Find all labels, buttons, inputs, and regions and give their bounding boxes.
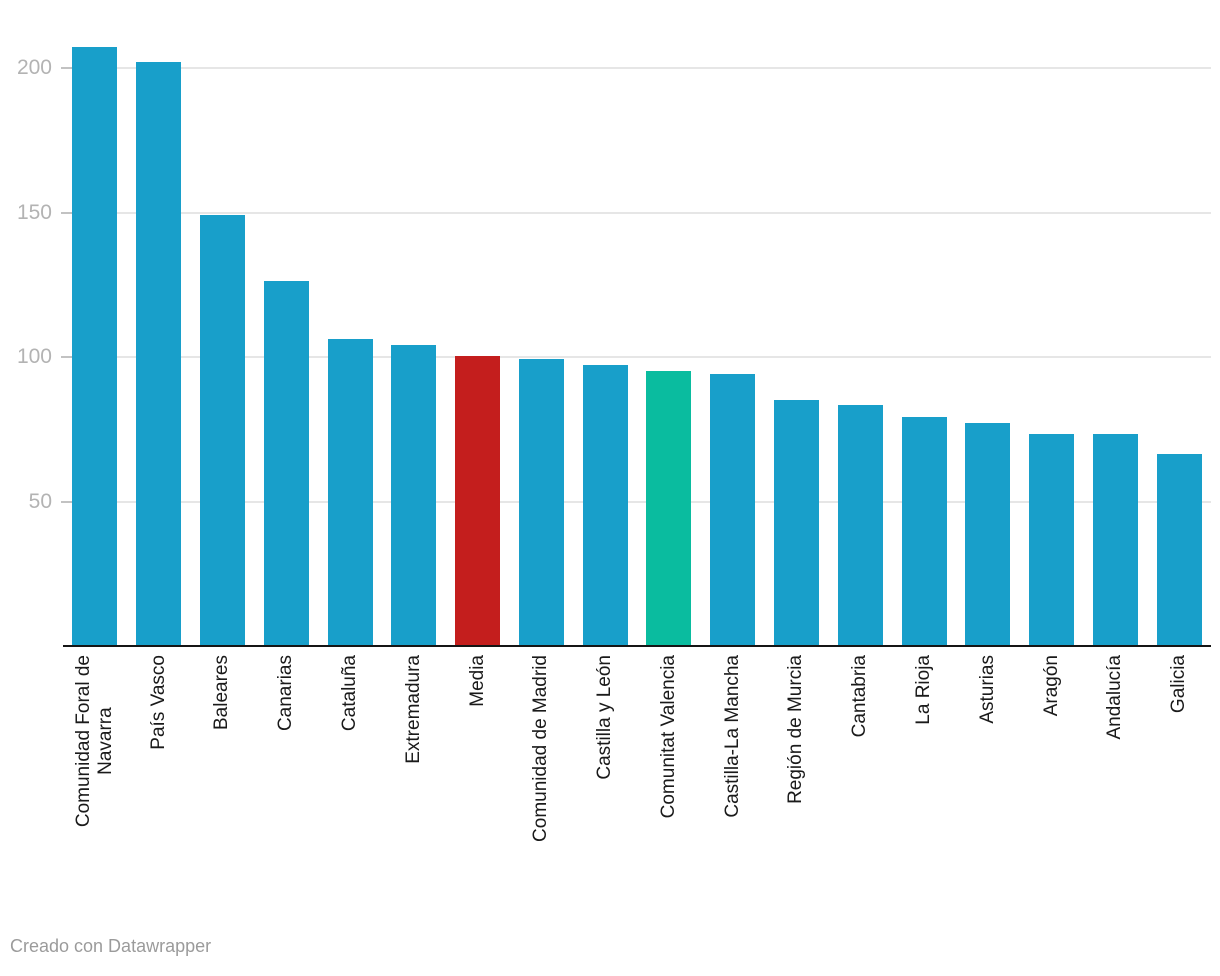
gridline — [63, 500, 1211, 503]
bars-row — [63, 35, 1211, 645]
x-label-slot: Canarias — [254, 655, 318, 925]
x-axis-label: Comunitat Valencia — [657, 655, 679, 819]
x-label-slot: Media — [446, 655, 510, 925]
x-label-slot: Cantabria — [828, 655, 892, 925]
bar-slot — [254, 35, 318, 645]
x-axis-label: Andalucía — [1104, 655, 1126, 740]
x-label-slot: Extremadura — [382, 655, 446, 925]
y-tick-label: 50 — [28, 489, 52, 513]
bar-slot — [1084, 35, 1148, 645]
bar — [965, 423, 1011, 645]
x-axis-line — [63, 645, 1211, 647]
x-label-slot: País Vasco — [127, 655, 191, 925]
x-label-slot: Comunidad de Madrid — [509, 655, 573, 925]
x-label-slot: Asturias — [956, 655, 1020, 925]
x-axis-label: Cantabria — [849, 655, 871, 738]
x-axis-label: Cataluña — [339, 655, 361, 732]
bar — [327, 339, 373, 645]
bar-slot — [828, 35, 892, 645]
x-axis-label: Extremadura — [402, 655, 424, 764]
bar — [1092, 434, 1138, 645]
bar — [837, 405, 883, 645]
bar — [391, 345, 437, 645]
x-label-slot: Región de Murcia — [765, 655, 829, 925]
x-label-slot: Castilla-La Mancha — [701, 655, 765, 925]
bar-slot — [63, 35, 127, 645]
x-label-slot: Comunitat Valencia — [637, 655, 701, 925]
datawrapper-credit-link[interactable]: Creado con Datawrapper — [10, 936, 212, 956]
bar-slot — [956, 35, 1020, 645]
x-label-slot: Andalucía — [1084, 655, 1148, 925]
x-axis-label: Comunidad Foral de Navarra — [72, 655, 116, 828]
x-label-slot: Cataluña — [318, 655, 382, 925]
y-tick-mark — [61, 356, 73, 359]
bar-slot — [1147, 35, 1211, 645]
bar — [263, 281, 309, 645]
bar — [1156, 454, 1202, 645]
x-axis-label: País Vasco — [147, 655, 169, 750]
x-label-slot: Aragón — [1020, 655, 1084, 925]
x-axis-label: Castilla-La Mancha — [721, 655, 743, 818]
x-axis-label: Media — [466, 655, 488, 707]
bar — [710, 374, 756, 645]
bar-slot — [127, 35, 191, 645]
bar-slot — [765, 35, 829, 645]
bar — [455, 356, 501, 645]
y-tick-mark — [61, 67, 73, 70]
bar-slot — [637, 35, 701, 645]
bar-slot — [509, 35, 573, 645]
y-tick-mark — [61, 211, 73, 214]
x-label-slot: La Rioja — [892, 655, 956, 925]
x-axis-label: Región de Murcia — [785, 655, 807, 804]
bar — [773, 400, 819, 645]
x-axis-label: Castilla y León — [594, 655, 616, 780]
bar-slot — [318, 35, 382, 645]
gridline — [63, 356, 1211, 359]
bar — [72, 47, 118, 645]
gridline — [63, 211, 1211, 214]
x-axis-label: La Rioja — [913, 655, 935, 725]
x-axis-label: Canarias — [275, 655, 297, 732]
bar — [1029, 434, 1075, 645]
y-tick-mark — [61, 500, 73, 503]
y-tick-label: 100 — [16, 345, 52, 369]
bar-slot — [382, 35, 446, 645]
x-label-slot: Castilla y León — [573, 655, 637, 925]
bar-slot — [892, 35, 956, 645]
bar-slot — [446, 35, 510, 645]
bar — [518, 359, 564, 645]
x-axis-label: Comunidad de Madrid — [530, 655, 552, 842]
bar — [199, 215, 245, 645]
gridline — [63, 67, 1211, 70]
y-tick-label: 150 — [16, 200, 52, 224]
bar-slot — [573, 35, 637, 645]
bar-slot — [701, 35, 765, 645]
bar — [582, 365, 628, 645]
bar — [901, 417, 947, 645]
x-label-slot: Galicia — [1147, 655, 1211, 925]
y-tick-label: 200 — [16, 56, 52, 80]
x-axis-label: Aragón — [1040, 655, 1062, 717]
x-label-slot: Baleares — [191, 655, 255, 925]
x-axis-labels: Comunidad Foral de Navarra País Vasco Balea… — [63, 655, 1211, 925]
x-label-slot: Comunidad Foral de Navarra — [63, 655, 127, 925]
bar-slot — [191, 35, 255, 645]
x-axis-label: Galicia — [1168, 655, 1190, 714]
bar-slot — [1020, 35, 1084, 645]
bar — [646, 371, 692, 645]
x-axis-label: Baleares — [211, 655, 233, 730]
x-axis-label: Asturias — [976, 655, 998, 724]
bar — [136, 62, 182, 645]
